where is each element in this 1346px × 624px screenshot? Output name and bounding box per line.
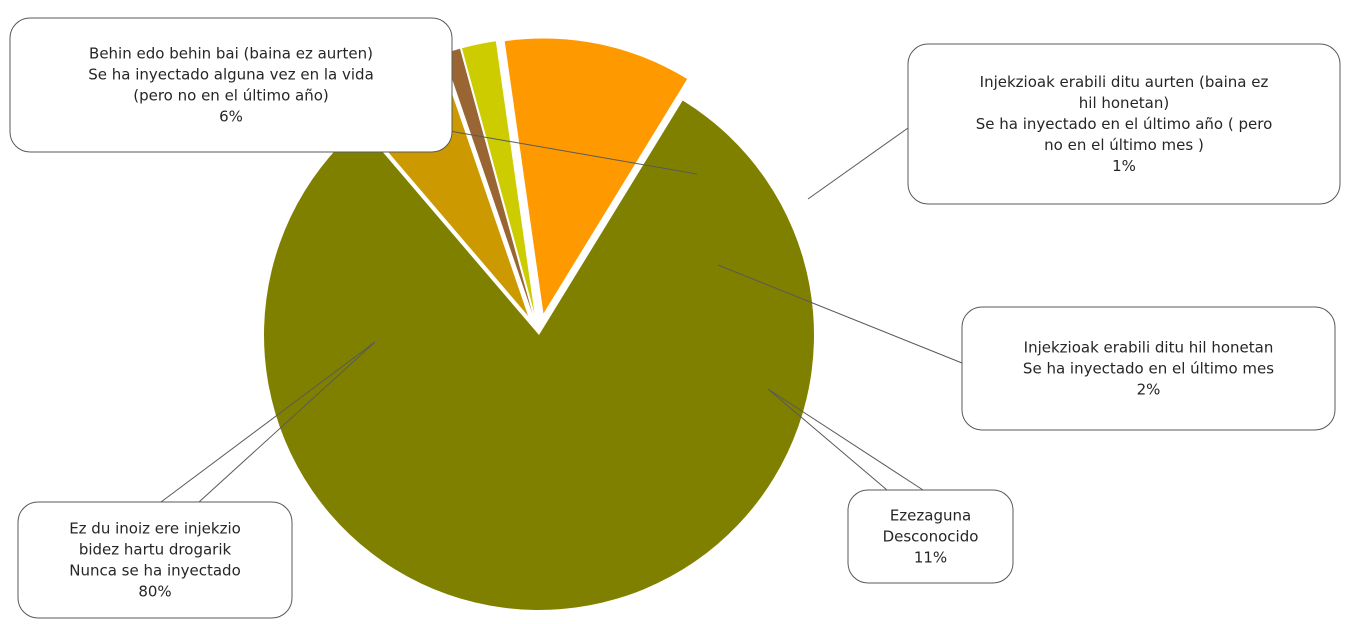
callout-label-line: 11%: [914, 549, 947, 567]
leader-line-2: [807, 127, 909, 200]
callout-label-line: Se ha inyectado en el último mes: [1023, 360, 1274, 378]
callout-label-line: Injekzioak erabili ditu hil honetan: [1024, 339, 1274, 357]
callout-2: Injekzioak erabili ditu aurten (baina ez…: [907, 43, 1341, 205]
callout-label-line: Se ha inyectado alguna vez en la vida: [88, 66, 374, 84]
callout-box: [907, 43, 1341, 205]
callout-labels: Ez du inoiz ere injekzio bidez hartu drog…: [9, 17, 1341, 619]
leader-line-4: [767, 388, 924, 491]
callout-label-line: bidez hartu drogarik: [79, 541, 232, 559]
callout-label-line: 80%: [138, 583, 171, 601]
callout-label-line: (pero no en el último año): [133, 87, 329, 105]
callout-label-line: 2%: [1137, 381, 1161, 399]
leader-lines: [160, 127, 963, 503]
callout-1: Behin edo behin bai (baina ez aurten) Se …: [9, 17, 453, 153]
callout-label-line: hil honetan): [1079, 94, 1169, 112]
pie-slice-3: [461, 41, 535, 314]
callout-label-line: 6%: [219, 108, 243, 126]
callout-label-line: Ezezaguna: [890, 507, 971, 525]
callout-label-line: Desconocido: [883, 528, 979, 546]
callout-box: [847, 489, 1014, 584]
leader-line-0: [160, 341, 376, 503]
leader-line-1: [437, 128, 698, 175]
callout-box: [9, 17, 453, 153]
callout-3: Injekzioak erabili ditu hil honetan Se ha…: [961, 306, 1336, 431]
callout-label-line: Se ha inyectado en el último año ( pero: [976, 115, 1273, 133]
callout-label-line: no en el último mes ): [1044, 136, 1204, 154]
pie-slice-0: [264, 100, 815, 610]
callout-0: Ez du inoiz ere injekzio bidez hartu drog…: [17, 501, 293, 619]
callout-box: [17, 501, 293, 619]
pie-slice-2: [443, 48, 533, 314]
pie-slice-4: [504, 38, 688, 314]
callout-label-line: Nunca se ha inyectado: [69, 562, 241, 580]
callout-label-line: Injekzioak erabili ditu aurten (baina ez: [980, 73, 1269, 91]
callout-label-line: 1%: [1112, 157, 1136, 175]
callout-label-line: Ez du inoiz ere injekzio: [69, 520, 241, 538]
callout-label-line: Behin edo behin bai (baina ez aurten): [89, 45, 373, 63]
callout-box: [961, 306, 1336, 431]
callout-4: Ezezaguna Desconocido 11%: [847, 489, 1014, 584]
pie-slices: [264, 38, 815, 610]
leader-line-3: [717, 264, 963, 364]
